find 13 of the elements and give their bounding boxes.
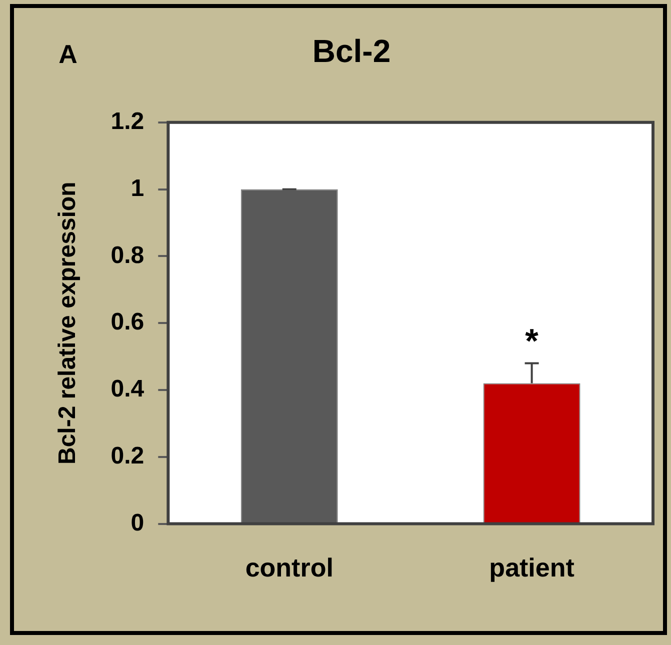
x-tick-label: patient: [489, 552, 575, 583]
chart-title: Bcl-2: [312, 33, 391, 70]
x-tick-label: control: [245, 552, 334, 583]
annotation: *: [525, 322, 540, 361]
y-tick-label: 1: [130, 174, 144, 202]
y-tick-label: 0.6: [110, 308, 144, 336]
y-tick-label: 0.2: [110, 442, 144, 470]
y-tick-label: 0.4: [110, 376, 145, 403]
text: A: [58, 39, 78, 70]
y-tick-label: 1.2: [110, 108, 144, 136]
y-tick-label: 0.8: [110, 242, 144, 269]
y-tick-label: 0: [130, 509, 144, 536]
y-axis-title: Bcl-2 relative expression: [54, 182, 82, 465]
